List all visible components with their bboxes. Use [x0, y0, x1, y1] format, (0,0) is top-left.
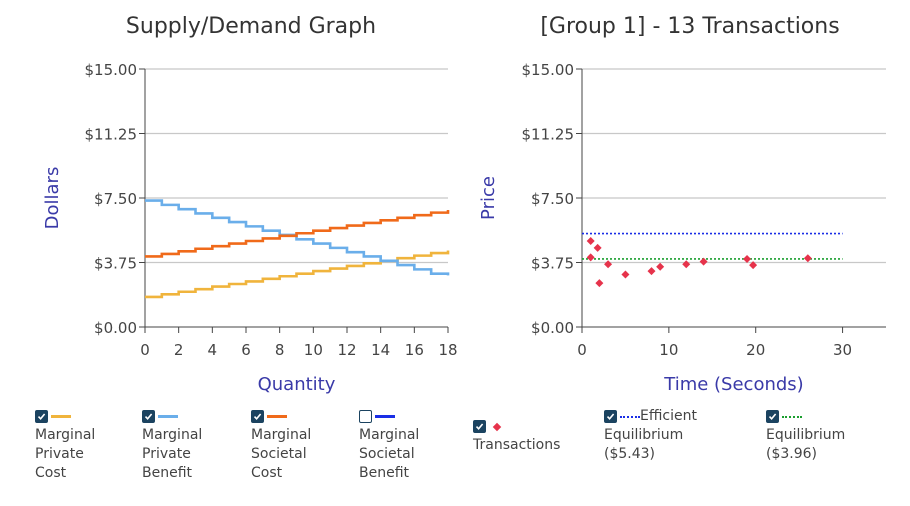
transaction-point [682, 260, 691, 269]
legend-transactions[interactable]: Transactions [473, 417, 560, 455]
supply-demand-x-tick-label: 10 [304, 341, 323, 359]
efficient-dotted-line-icon [620, 415, 640, 418]
transaction-diamond-icon [492, 422, 502, 431]
supply-demand-x-axis-label: Quantity [258, 374, 336, 395]
legend-efficient-label: Equilibrium ($5.43) [604, 427, 684, 462]
legend-mpc-label: Marginal Private Cost [35, 427, 96, 481]
supply-demand-x-tick-label: 14 [371, 341, 390, 359]
checkbox-msb-icon[interactable] [359, 410, 372, 423]
supply-demand-x-tick-label: 18 [438, 341, 457, 359]
legend-mpc[interactable]: Marginal Private Cost [35, 407, 95, 483]
chart-title-supply-demand: Supply/Demand Graph [125, 14, 377, 39]
checkbox-mpb-icon[interactable] [142, 410, 155, 423]
legend-mpb[interactable]: Marginal Private Benefit [142, 407, 202, 483]
transaction-point [647, 267, 656, 276]
checkbox-msc-icon[interactable] [251, 410, 264, 423]
transaction-point [656, 262, 665, 271]
transaction-point [749, 261, 758, 270]
supply-demand-y-tick-label: $11.25 [85, 126, 138, 144]
supply-demand-y-tick-label: $0.00 [94, 319, 137, 337]
transactions-x-tick-label: 10 [659, 341, 678, 359]
supply-demand-x-tick-label: 8 [275, 341, 285, 359]
transactions-y-tick-label: $15.00 [522, 61, 575, 79]
supply-demand-x-tick-label: 16 [405, 341, 424, 359]
legend-msc-label: Marginal Societal Cost [251, 427, 312, 481]
supply-demand-x-tick-label: 0 [140, 341, 150, 359]
equilibrium-dotted-line-icon [782, 415, 802, 418]
transactions-x-tick-label: 20 [746, 341, 765, 359]
transaction-point [586, 237, 595, 245]
checkbox-efficient-icon[interactable] [604, 410, 617, 423]
legend-efficient-label-first: Efficient [640, 408, 697, 424]
supply-demand-x-tick-label: 2 [174, 341, 184, 359]
checkbox-transactions-icon[interactable] [473, 420, 486, 433]
msc-swatch-icon [267, 415, 287, 418]
transaction-point [604, 260, 613, 269]
supply-demand-y-tick-label: $3.75 [94, 255, 137, 273]
transactions-x-tick-label: 0 [577, 341, 587, 359]
transaction-point [586, 253, 595, 262]
legend-mpb-label: Marginal Private Benefit [142, 427, 203, 481]
transaction-point [593, 243, 602, 252]
mpb-swatch-icon [158, 415, 178, 418]
supply-demand-x-tick-label: 4 [208, 341, 218, 359]
legend-equilibrium[interactable]: Equilibrium ($3.96) [766, 407, 845, 464]
transactions-y-tick-label: $0.00 [531, 319, 574, 337]
legend-msb[interactable]: Marginal Societal Benefit [359, 407, 419, 483]
supply-demand-y-axis-label: Dollars [42, 167, 63, 230]
transactions-y-axis-label: Price [478, 176, 499, 220]
supply-demand-y-tick-label: $15.00 [85, 61, 138, 79]
transactions-y-tick-label: $3.75 [531, 255, 574, 273]
legend-msb-label: Marginal Societal Benefit [359, 427, 420, 481]
supply-demand-y-tick-label: $7.50 [94, 190, 137, 208]
legend-efficient[interactable]: Efficient Equilibrium ($5.43) [604, 407, 697, 464]
mpc-swatch-icon [51, 415, 71, 418]
chart-title-transactions: [Group 1] - 13 Transactions [540, 14, 840, 39]
transaction-point [743, 255, 752, 264]
supply-demand-x-tick-label: 6 [241, 341, 251, 359]
series-line-marginal-private-cost [145, 250, 450, 299]
transactions-y-tick-label: $11.25 [522, 126, 575, 144]
checkbox-mpc-icon[interactable] [35, 410, 48, 423]
checkbox-equilibrium-icon[interactable] [766, 410, 779, 423]
legend-equilibrium-label: Equilibrium ($3.96) [766, 427, 846, 462]
legend-msc[interactable]: Marginal Societal Cost [251, 407, 311, 483]
series-line-marginal-private-benefit [145, 199, 450, 276]
msb-swatch-icon [375, 415, 395, 418]
transactions-x-axis-label: Time (Seconds) [663, 374, 803, 395]
transaction-point [803, 254, 812, 263]
transaction-point [699, 257, 708, 266]
transaction-point [595, 279, 604, 288]
legend-transactions-label: Transactions [473, 437, 561, 453]
transactions-x-tick-label: 30 [833, 341, 852, 359]
series-line-marginal-societal-cost [145, 210, 450, 258]
transactions-y-tick-label: $7.50 [531, 190, 574, 208]
supply-demand-x-tick-label: 12 [337, 341, 356, 359]
charts-canvas: $0.00 $3.75 $7.50 $11.25 $15.00 0 2 4 6 8 10 12 14 16… [42, 61, 886, 395]
transaction-point [621, 270, 630, 279]
